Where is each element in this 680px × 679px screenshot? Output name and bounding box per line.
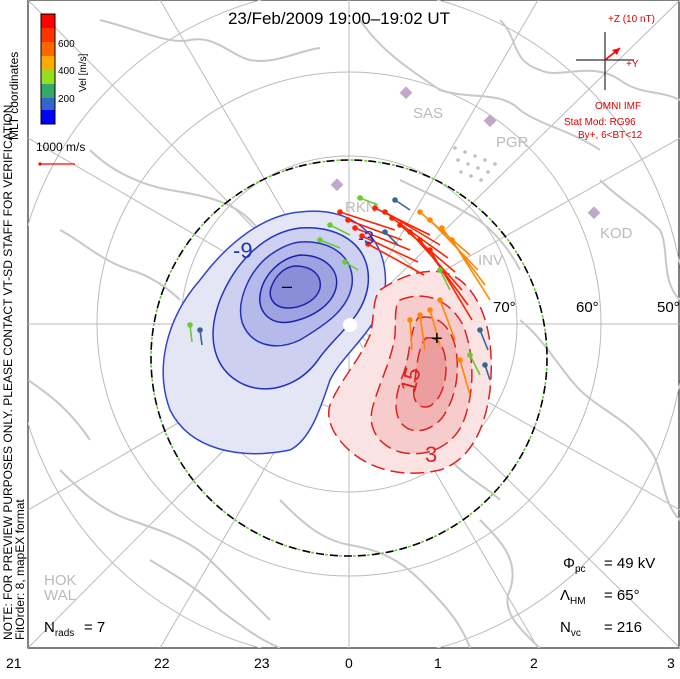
mlt-tick-2: 2 [530, 655, 538, 671]
stat-nrads-value: = 7 [84, 619, 105, 636]
station-labels: SAS PGR KOD RKN INV HOK WAL [44, 105, 633, 604]
potential-minimum-marker: – [282, 276, 292, 296]
station-label-inv: INV [478, 252, 503, 269]
colorbar-label: Vel [m/s] [78, 53, 89, 92]
stat-nvc-value: = 216 [604, 619, 642, 636]
imf-y-label: +Y [626, 59, 639, 70]
station-label-pgr: PGR [496, 134, 529, 151]
latitude-label-50: 50° [657, 299, 680, 316]
mlt-axis: 21 22 23 0 1 2 3 [6, 655, 675, 671]
mlt-tick-1: 1 [434, 655, 442, 671]
latitude-label-60: 60° [576, 299, 599, 316]
scale-vector-arrow [38, 162, 75, 166]
mlt-tick-22: 22 [154, 655, 170, 671]
mlt-tick-23: 23 [254, 655, 270, 671]
latitude-labels: 70° 60° 50° [493, 299, 680, 316]
station-label-rkn: RKN [345, 199, 377, 216]
stat-nvc-symbol: Nvc [560, 619, 581, 639]
stat-nrads-symbol: Nrads [44, 619, 74, 639]
mlt-tick-0: 0 [345, 655, 353, 671]
positive-potential-cell [328, 270, 492, 474]
contour-label-neg9: -9 [233, 238, 253, 263]
station-label-kod: KOD [600, 225, 633, 242]
colorbar-tick-400: 400 [58, 66, 75, 77]
imf-dial: +Z (10 nT) +Y OMNI IMF Stat Mod: RG96 By… [564, 14, 655, 141]
imf-source: OMNI IMF [595, 101, 641, 112]
scale-vector-label: 1000 m/s [36, 140, 85, 154]
coordinate-system-label: MLT coordinates [7, 52, 21, 140]
velocity-colorbar: 600 400 200 Vel [m/s] [40, 13, 89, 125]
preview-note: NOTE: FOR PREVIEW PURPOSES ONLY. PLEASE … [1, 101, 15, 640]
velocity-vectors [187, 195, 491, 396]
station-label-hok: HOK [44, 572, 77, 589]
contour-label-3: 3 [425, 442, 437, 467]
coastlines [28, 19, 680, 648]
pole-gap [343, 318, 357, 332]
stat-phi-pc-value: = 49 kV [604, 555, 655, 572]
mlt-tick-3: 3 [667, 655, 675, 671]
negative-potential-cell [162, 210, 387, 455]
imf-z-label: +Z (10 nT) [608, 14, 655, 25]
colorbar-tick-200: 200 [58, 94, 75, 105]
map-title: 23/Feb/2009 19:00–19:02 UT [228, 9, 450, 28]
colorbar-tick-600: 600 [58, 39, 75, 50]
contour-label-neg3: -3 [358, 228, 374, 248]
imf-model: Stat Mod: RG96 [564, 117, 636, 128]
mlt-tick-21: 21 [6, 655, 22, 671]
stat-lambda-hm-value: = 65° [604, 587, 640, 604]
boundary-green-marks [150, 159, 548, 557]
latitude-label-70: 70° [493, 299, 516, 316]
imf-condition: By+, 6<BT<12 [578, 130, 643, 141]
station-label-sas: SAS [413, 105, 443, 122]
fit-order-note: FitOrder: 8, mapEX format [13, 499, 27, 640]
radar-field-dots [453, 146, 497, 182]
fit-statistics: Φpc = 49 kV ΛHM = 65° Nvc = 216 Nrads = … [44, 555, 655, 639]
potential-maximum-marker: + [431, 328, 443, 350]
stat-lambda-hm-symbol: ΛHM [560, 587, 586, 607]
station-label-wal: WAL [44, 587, 76, 604]
stat-phi-pc-symbol: Φpc [563, 555, 586, 575]
